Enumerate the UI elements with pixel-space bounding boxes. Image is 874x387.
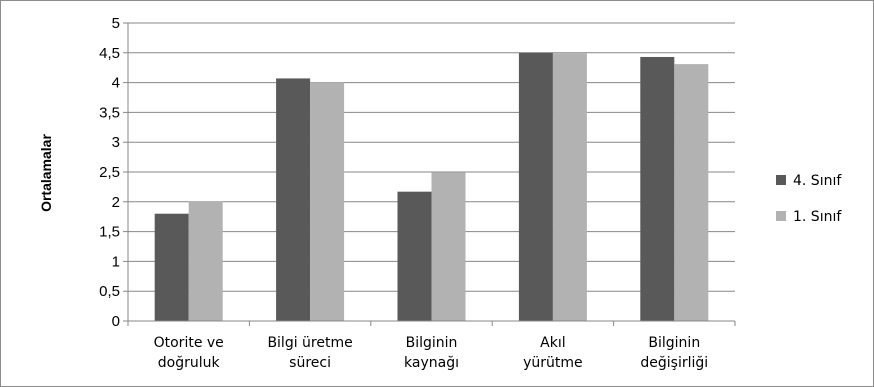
bar: [310, 82, 345, 321]
axes: 0 0,5 1 1,5 2 2,5 3 3,5 4 4,5 5 Otorite ve doğruluk B…: [99, 15, 736, 371]
x-category-label: Otorite ve doğruluk: [154, 335, 224, 371]
x-category-label: Bilginin kaynağı: [404, 335, 459, 371]
bar: [397, 191, 432, 321]
legend-swatch: [776, 211, 786, 221]
x-category-label: Bilginin değişirliği: [640, 335, 708, 371]
legend-label: 4. Sınıf: [793, 173, 842, 189]
y-tick-label: 2,5: [99, 164, 120, 181]
bar: [154, 213, 189, 321]
bar: [188, 201, 223, 321]
bar: [640, 56, 675, 322]
bar: [276, 78, 311, 321]
x-category-label-line: Akıl: [540, 335, 565, 351]
x-category-label-line: Otorite ve: [154, 335, 224, 351]
y-tick-label: 0,5: [99, 283, 120, 300]
legend: 4. Sınıf 1. Sınıf: [776, 173, 842, 225]
y-tick-label: 1: [112, 253, 120, 270]
legend-swatch: [776, 175, 786, 185]
y-tick-label: 3,5: [99, 104, 120, 121]
x-category-label-line: değişirliği: [640, 355, 708, 371]
legend-label: 1. Sınıf: [793, 209, 842, 225]
bar: [552, 53, 587, 322]
bar: [431, 172, 466, 321]
y-tick-label: 3: [112, 134, 120, 151]
x-category-label-line: Bilginin: [648, 335, 700, 351]
y-tick-label: 4,5: [99, 45, 120, 62]
y-tick-label: 1,5: [99, 224, 120, 241]
x-category-label-line: doğruluk: [158, 355, 221, 371]
bar: [674, 64, 709, 322]
y-tick-label: 0: [112, 313, 120, 330]
bars: [154, 52, 709, 322]
x-category-label-line: kaynağı: [404, 355, 459, 371]
x-category-label-line: yürütme: [523, 355, 583, 371]
x-category-label-line: Bilginin: [406, 335, 458, 351]
bar: [518, 52, 553, 322]
gridlines: [128, 22, 735, 292]
y-tick-label: 5: [112, 15, 120, 32]
y-tick-label: 2: [112, 194, 120, 211]
x-category-label-line: Bilgi üretme: [267, 335, 352, 351]
x-category-label-line: süreci: [289, 355, 331, 371]
x-category-label: Akıl yürütme: [523, 335, 583, 371]
y-axis-label: Ortalamalar: [38, 134, 54, 212]
y-tick-label: 4: [112, 75, 120, 92]
x-category-label: Bilgi üretme süreci: [267, 335, 352, 371]
